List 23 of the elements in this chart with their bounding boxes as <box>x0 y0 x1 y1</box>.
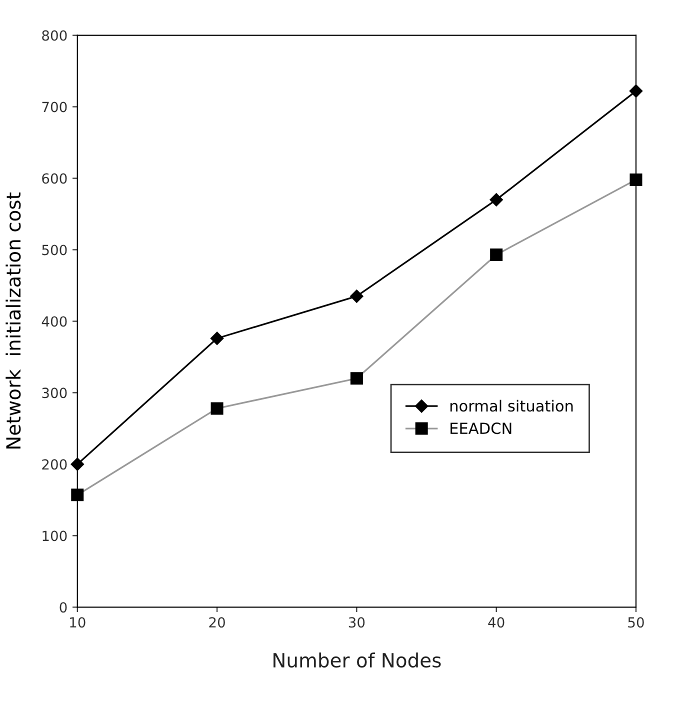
y-tick-label: 800 <box>42 30 67 41</box>
legend-label: normal situation <box>450 400 573 412</box>
point <box>350 290 364 303</box>
y-tick-label: 200 <box>42 459 67 470</box>
point <box>490 193 503 206</box>
x-tick-label: 20 <box>209 617 225 628</box>
y-tick-label: 400 <box>42 316 67 327</box>
y-tick-label: 600 <box>42 173 67 184</box>
legend-label: EEADCN <box>450 422 512 434</box>
x-axis-title: Number of Nodes <box>274 652 441 668</box>
point <box>210 332 224 345</box>
x-tick-label: 10 <box>70 617 86 628</box>
x-tick-label: 50 <box>628 617 644 628</box>
y-tick-label: 300 <box>42 388 67 398</box>
y-axis-title: Network initialization cost <box>6 192 21 448</box>
y-tick-label: 700 <box>42 102 67 112</box>
y-tick-label: 100 <box>42 530 67 542</box>
x-tick-label: 30 <box>348 617 365 628</box>
y-tick-label: 500 <box>42 244 67 256</box>
point <box>70 458 84 471</box>
x-tick-label: 40 <box>488 617 504 628</box>
y-tick-label: 0 <box>60 602 67 613</box>
point <box>629 84 643 98</box>
